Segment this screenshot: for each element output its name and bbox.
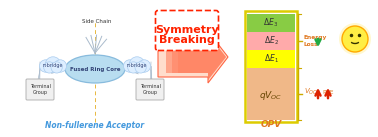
Text: Energy: Energy — [304, 35, 327, 41]
Text: OPV: OPV — [260, 120, 282, 129]
Text: Symmetry: Symmetry — [155, 25, 219, 35]
Text: $V_{OC}$: $V_{OC}$ — [304, 87, 318, 97]
Bar — [247, 50, 295, 68]
Text: $qV_{OC}$: $qV_{OC}$ — [259, 89, 283, 102]
Text: π-bridge: π-bridge — [127, 64, 147, 68]
Text: Non-fullerene Acceptor: Non-fullerene Acceptor — [45, 121, 144, 130]
Text: Terminal
Group: Terminal Group — [139, 84, 160, 95]
Circle shape — [339, 23, 371, 55]
Text: PCE: PCE — [322, 89, 333, 95]
FancyBboxPatch shape — [155, 11, 218, 51]
Text: Side Chain: Side Chain — [82, 19, 112, 24]
Text: $\Delta E_1$: $\Delta E_1$ — [263, 53, 279, 65]
Bar — [247, 14, 295, 32]
FancyBboxPatch shape — [245, 11, 297, 122]
Polygon shape — [178, 34, 226, 80]
Text: Fused Ring Core: Fused Ring Core — [70, 66, 120, 72]
Text: π-bridge: π-bridge — [43, 64, 63, 68]
Ellipse shape — [65, 55, 125, 83]
Text: Loss: Loss — [304, 42, 319, 48]
Polygon shape — [172, 34, 226, 80]
Bar — [247, 32, 295, 50]
Text: Terminal
Group: Terminal Group — [29, 84, 50, 95]
Text: $\Delta E_2$: $\Delta E_2$ — [263, 35, 279, 47]
Text: Breaking: Breaking — [159, 35, 215, 45]
Polygon shape — [158, 31, 228, 83]
FancyBboxPatch shape — [26, 79, 54, 100]
Circle shape — [342, 26, 368, 52]
Bar — [247, 68, 295, 120]
FancyBboxPatch shape — [136, 79, 164, 100]
Text: $\Delta E_3$: $\Delta E_3$ — [263, 17, 279, 29]
Polygon shape — [166, 34, 226, 80]
